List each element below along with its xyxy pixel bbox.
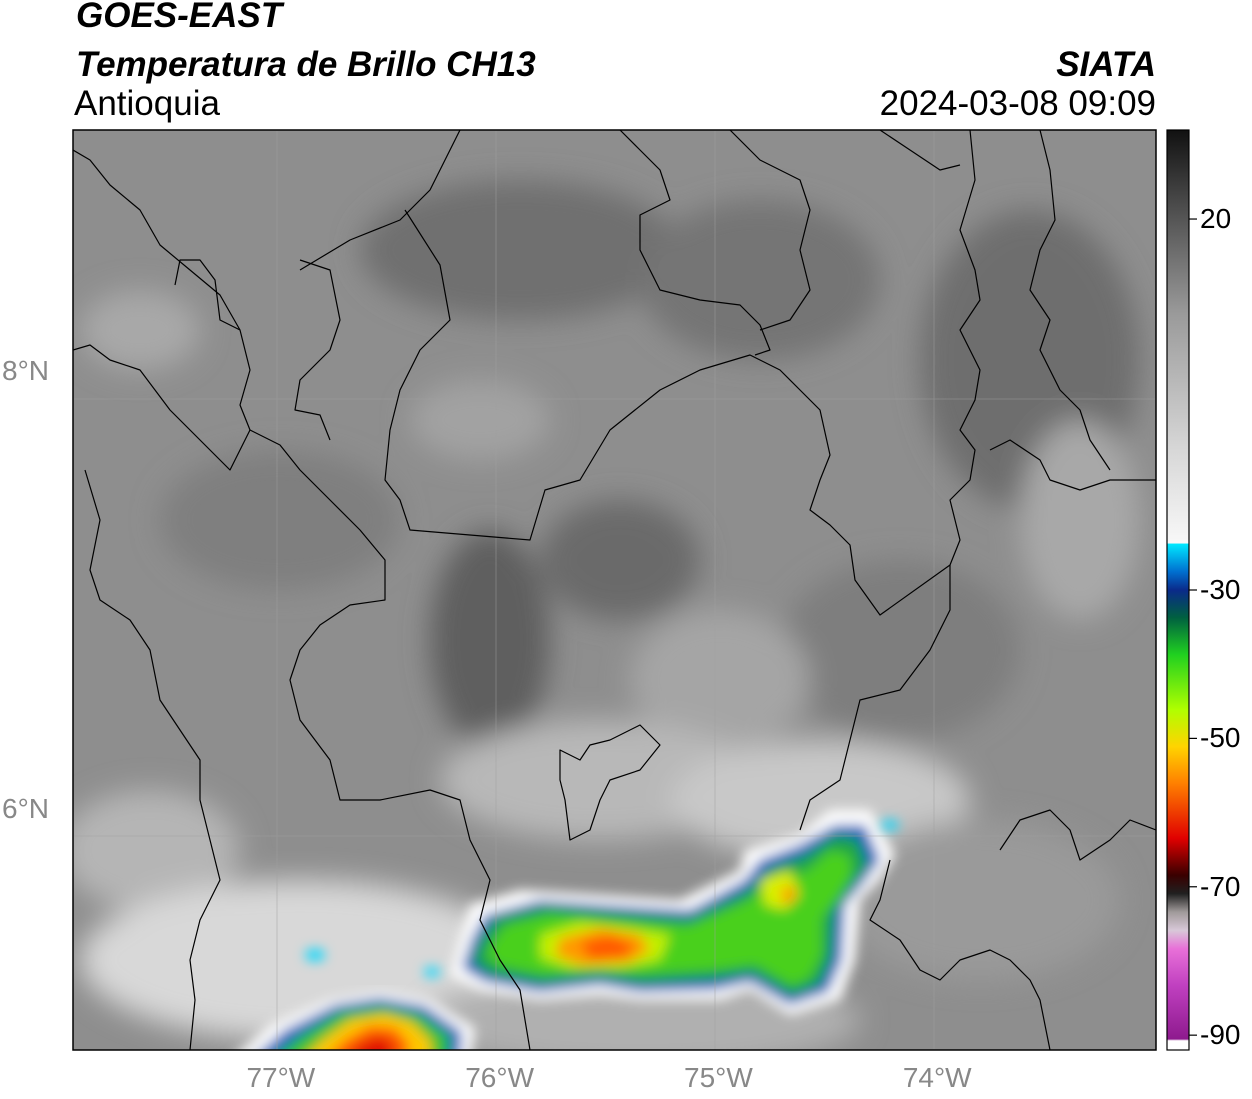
coastlines-and-borders: [73, 130, 1156, 1050]
lat-tick-label: 8°N: [2, 354, 49, 386]
cloud-texture: [73, 180, 1140, 1050]
colorbar-tick-label: -50: [1200, 722, 1241, 754]
colorbar-tick-label: 20: [1200, 203, 1232, 235]
small-cells: [305, 820, 899, 977]
region-label: Antioquia: [74, 84, 220, 123]
lon-tick-label: 74°W: [902, 1062, 972, 1093]
satellite-image: [73, 130, 1156, 1050]
lon-tick-label: 75°W: [684, 1062, 753, 1093]
datetime-label: 2024-03-08 09:09: [879, 84, 1156, 123]
product-title: Temperatura de Brillo CH13: [76, 45, 536, 84]
colorbar-scale: [1167, 130, 1189, 1050]
lon-tick-label: 76°W: [465, 1062, 535, 1093]
colorbar: [1166, 129, 1197, 1051]
convective-cloud-east: [450, 810, 895, 1015]
colorbar-tick-label: -90: [1200, 1019, 1241, 1051]
satellite-title: GOES-EAST: [76, 0, 283, 35]
agency-label: SIATA: [1056, 45, 1156, 84]
colorbar-tick-label: -30: [1200, 574, 1241, 605]
colorbar-tick-label: -70: [1200, 870, 1241, 902]
lon-tick-label: 77°W: [246, 1062, 316, 1093]
colorbar-tick-marks: [1189, 218, 1197, 1036]
map-frame: [72, 129, 1157, 1051]
lat-tick-label: 6°N: [2, 793, 49, 825]
convective-cloud-south: [241, 992, 475, 1050]
